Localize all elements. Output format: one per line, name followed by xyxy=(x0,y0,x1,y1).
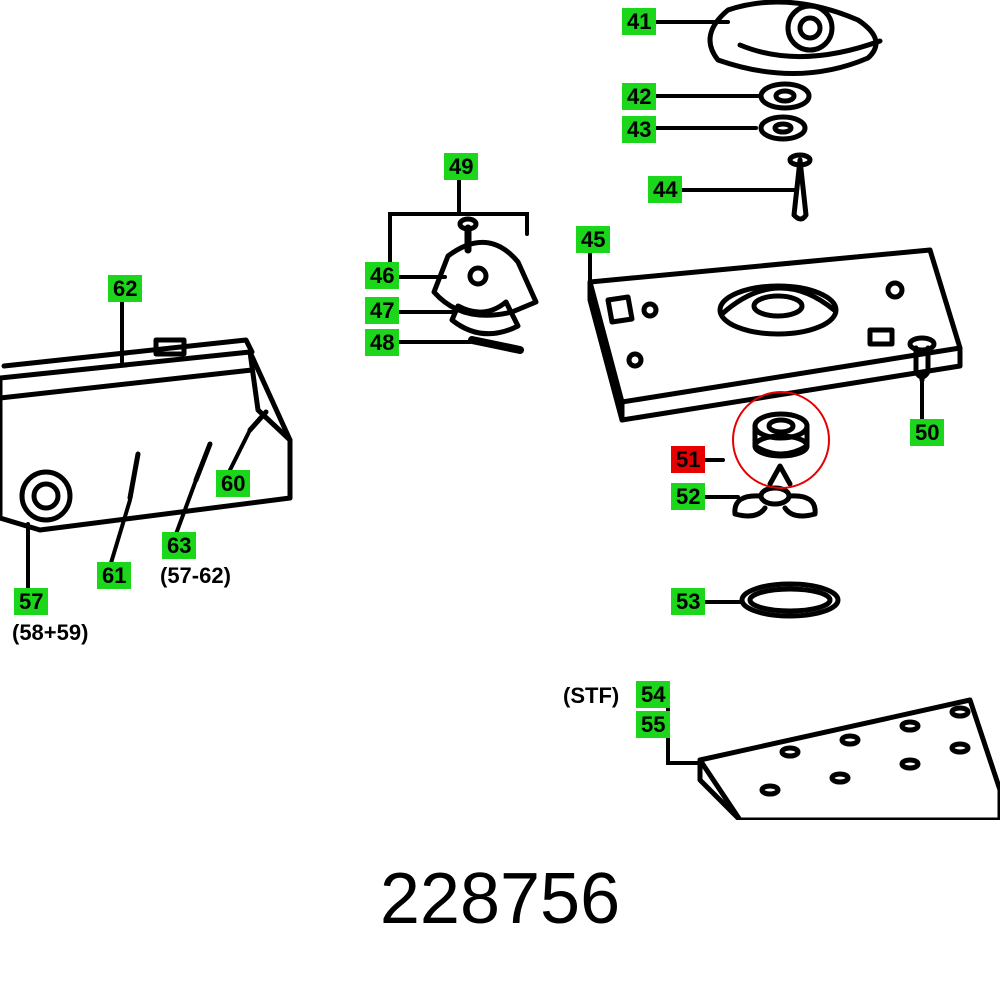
callout-63[interactable]: 63 xyxy=(162,532,196,559)
callout-50[interactable]: 50 xyxy=(910,419,944,446)
callout-46[interactable]: 46 xyxy=(365,262,399,289)
callout-51[interactable]: 51 xyxy=(671,446,705,473)
diagram-svg xyxy=(0,0,1000,820)
callout-42[interactable]: 42 xyxy=(622,83,656,110)
callout-57[interactable]: 57 xyxy=(14,588,48,615)
note-stf: (STF) xyxy=(563,683,619,709)
callout-54[interactable]: 54 xyxy=(636,681,670,708)
callout-43[interactable]: 43 xyxy=(622,116,656,143)
callout-55[interactable]: 55 xyxy=(636,711,670,738)
callout-45[interactable]: 45 xyxy=(576,226,610,253)
exploded-diagram: 41 42 43 49 44 46 45 47 48 62 50 51 60 5… xyxy=(0,0,1000,820)
callout-49[interactable]: 49 xyxy=(444,153,478,180)
part-number: 228756 xyxy=(0,858,1000,940)
highlight-circle xyxy=(733,392,829,488)
callout-60[interactable]: 60 xyxy=(216,470,250,497)
note-57-62: (57-62) xyxy=(160,563,231,589)
callout-53[interactable]: 53 xyxy=(671,588,705,615)
callout-41[interactable]: 41 xyxy=(622,8,656,35)
callout-61[interactable]: 61 xyxy=(97,562,131,589)
note-58-59: (58+59) xyxy=(12,620,88,646)
callout-47[interactable]: 47 xyxy=(365,297,399,324)
callout-52[interactable]: 52 xyxy=(671,483,705,510)
callout-48[interactable]: 48 xyxy=(365,329,399,356)
callout-62[interactable]: 62 xyxy=(108,275,142,302)
callout-44[interactable]: 44 xyxy=(648,176,682,203)
